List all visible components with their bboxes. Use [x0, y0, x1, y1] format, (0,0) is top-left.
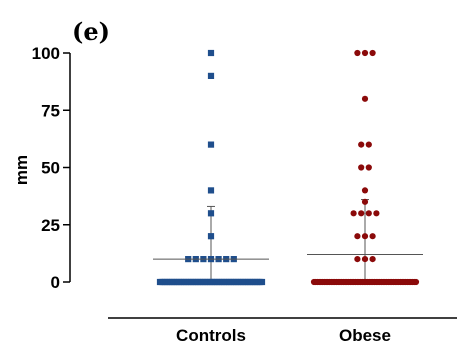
y-tick-label-50: 50 — [41, 159, 60, 178]
series-obese — [307, 49, 423, 286]
x-category-labels: Controls Obese — [176, 326, 391, 345]
data-point — [258, 278, 266, 286]
data-point — [358, 210, 365, 217]
y-tick-label-75: 75 — [41, 101, 60, 120]
data-point — [354, 49, 361, 57]
data-point — [207, 187, 215, 194]
data-point — [369, 233, 376, 240]
data-point — [365, 164, 372, 171]
data-point — [358, 141, 365, 148]
data-point — [412, 278, 420, 286]
y-tick-label-100: 100 — [32, 44, 60, 63]
y-tick-label-0: 0 — [51, 273, 60, 292]
data-point — [207, 233, 215, 240]
series-controls — [153, 49, 269, 286]
data-point — [354, 256, 361, 263]
data-point — [361, 233, 369, 240]
y-axis-label: mm — [12, 155, 31, 185]
panel-label: (e) — [72, 17, 110, 46]
data-point — [365, 141, 372, 148]
data-point — [373, 210, 380, 217]
data-point — [361, 95, 369, 102]
y-tick-label-25: 25 — [41, 216, 60, 235]
y-ticks: 0 25 50 75 100 — [32, 44, 70, 292]
data-point — [207, 141, 215, 148]
series-layer — [153, 49, 423, 286]
data-point — [361, 198, 369, 205]
data-point — [207, 49, 215, 57]
data-point — [358, 164, 365, 171]
data-point — [350, 210, 357, 217]
data-point — [365, 210, 372, 217]
x-category-label-obese: Obese — [339, 326, 391, 345]
data-point — [361, 187, 369, 194]
data-point — [354, 233, 361, 240]
data-point — [361, 256, 369, 263]
data-point — [361, 49, 369, 57]
data-point — [207, 72, 215, 79]
x-category-label-controls: Controls — [176, 326, 246, 345]
data-point — [369, 256, 376, 263]
data-point — [369, 49, 376, 57]
data-point — [207, 210, 215, 217]
